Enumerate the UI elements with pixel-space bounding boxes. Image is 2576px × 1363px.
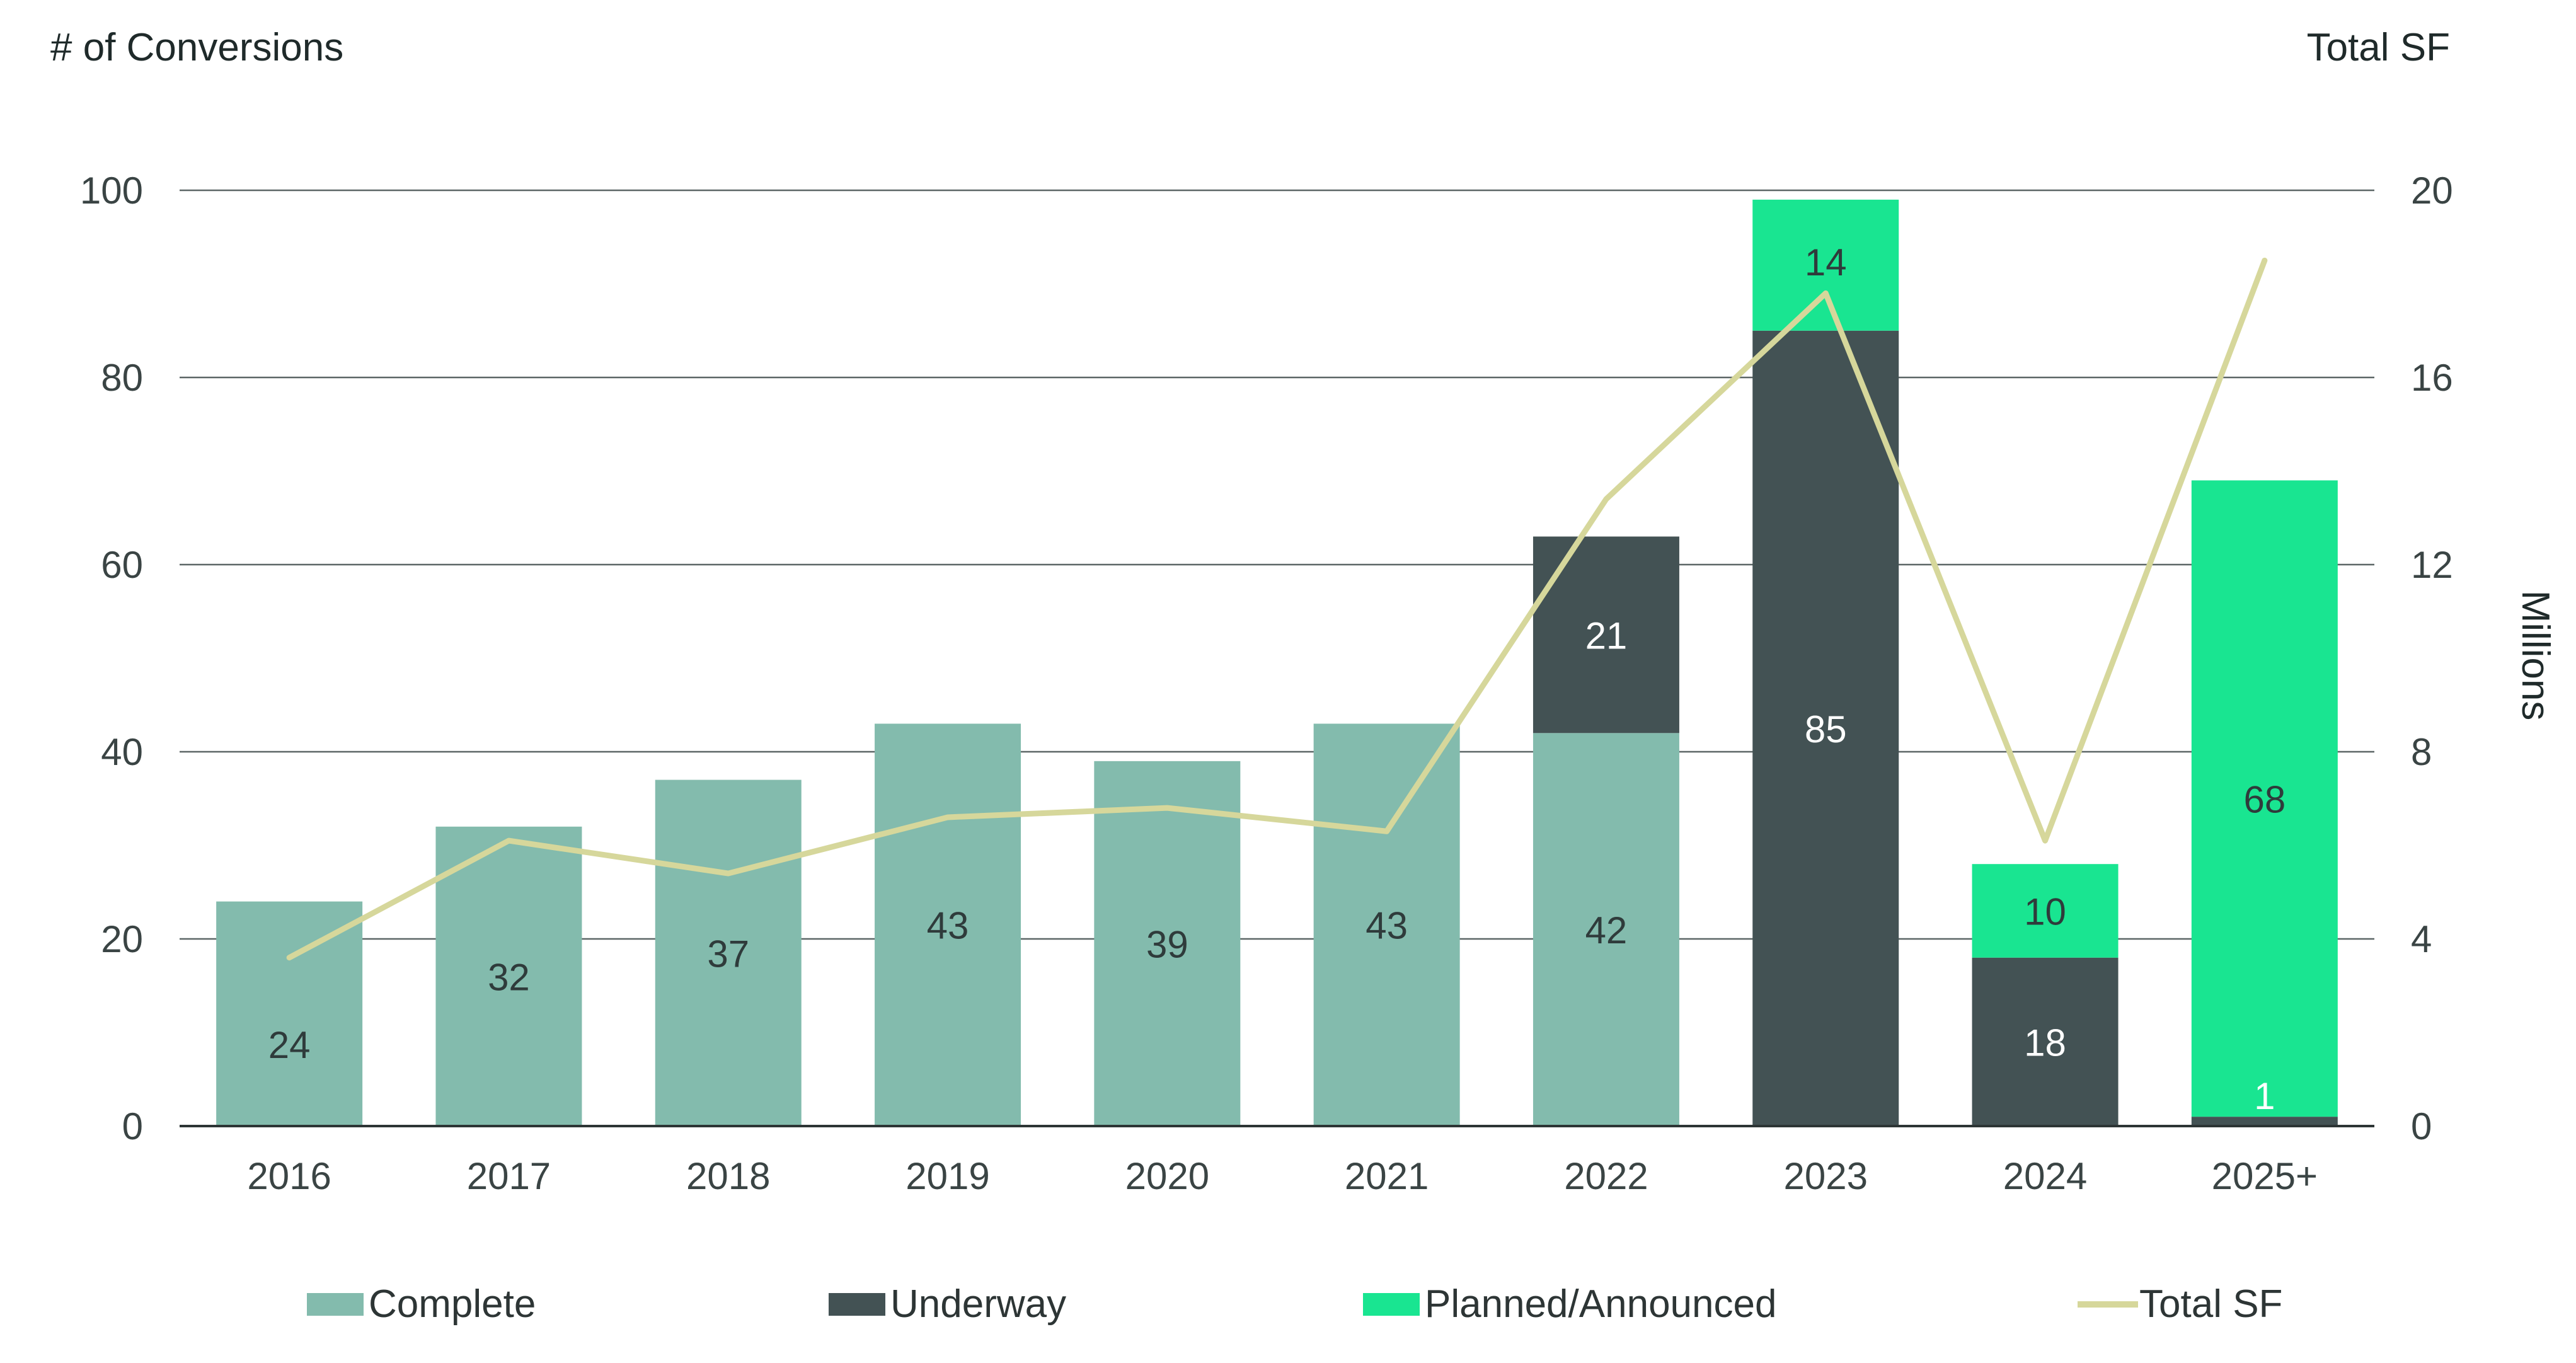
- data-label: 43: [1366, 905, 1408, 947]
- data-label: 43: [927, 905, 969, 947]
- x-tick-label: 2024: [2003, 1155, 2087, 1197]
- x-tick-label: 2019: [906, 1155, 989, 1197]
- bar-complete: [216, 901, 363, 1126]
- y-right-tick-label: 20: [2411, 170, 2453, 212]
- bar-complete: [1094, 761, 1241, 1126]
- data-label: 85: [1805, 708, 1847, 751]
- bars: [216, 199, 2338, 1126]
- x-tick-label: 2022: [1564, 1155, 1648, 1197]
- bar-underway: [2191, 1117, 2338, 1126]
- bar-complete: [1313, 723, 1460, 1126]
- x-tick-label: 2021: [1345, 1155, 1429, 1197]
- data-label: 14: [1805, 241, 1847, 284]
- bar-underway: [1972, 957, 2119, 1126]
- data-label: 39: [1146, 923, 1188, 965]
- x-tick-label: 2018: [686, 1155, 770, 1197]
- bar-planned-announced: [1972, 864, 2119, 958]
- data-label: 10: [2024, 890, 2066, 933]
- data-label: 42: [1585, 909, 1628, 952]
- bar-complete: [875, 723, 1021, 1126]
- total-sf-line-layer: [286, 257, 2268, 961]
- data-label: 1: [2254, 1075, 2275, 1117]
- legend-label-total-sf: Total SF: [2139, 1282, 2282, 1326]
- data-label: 21: [1585, 614, 1628, 657]
- y-left-tick-label: 80: [101, 357, 143, 399]
- y-left-tick-label: 60: [101, 544, 143, 586]
- y-left-tick-label: 40: [101, 731, 143, 773]
- y-left-tick-label: 100: [80, 170, 143, 212]
- bar-complete: [435, 826, 582, 1126]
- data-label: 68: [2243, 778, 2286, 820]
- y-left-tick-label: 20: [101, 918, 143, 960]
- bar-underway: [1752, 330, 1899, 1126]
- x-tick-label: 2016: [247, 1155, 331, 1197]
- bar-planned-announced: [1752, 199, 1899, 331]
- legend-swatch-underway: [829, 1293, 885, 1316]
- data-label: 37: [707, 933, 749, 975]
- y-right-tick-label: 12: [2411, 544, 2453, 586]
- y-right-tick-label: 16: [2411, 357, 2453, 399]
- legend-label-planned-announced: Planned/Announced: [1425, 1282, 1776, 1326]
- y-left-tick-label: 0: [122, 1105, 143, 1147]
- y-right-tick-label: 8: [2411, 731, 2432, 773]
- y-axis-right-unit: Millions: [2514, 590, 2557, 721]
- y-axis-left-title: # of Conversions: [50, 26, 343, 69]
- y-axis-right-title: Total SF: [2307, 26, 2450, 69]
- x-tick-label: 2025+: [2212, 1155, 2318, 1197]
- data-label: 24: [268, 1024, 311, 1066]
- bar-complete: [1532, 733, 1679, 1126]
- data-label: 32: [488, 956, 530, 998]
- legend: Complete Underway Planned/Announced Total S…: [307, 1282, 2282, 1326]
- data-labels: 24 32 37 43 39 43 42 21 85 18 1 14 10 68: [268, 241, 2286, 1117]
- x-tick-label: 2017: [467, 1155, 551, 1197]
- y-right-tick-label: 4: [2411, 918, 2432, 960]
- total-sf-line: [286, 257, 2268, 961]
- y-right-tick-label: 0: [2411, 1105, 2432, 1147]
- legend-label-underway: Underway: [890, 1282, 1066, 1326]
- legend-swatch-planned-announced: [1363, 1293, 1420, 1316]
- axes: 0 0 20 4 40 8 60 12 80 16 100 20 2016 2017 2018 2019 202…: [80, 170, 2453, 1197]
- data-label: 18: [2024, 1021, 2066, 1064]
- legend-label-complete: Complete: [369, 1282, 536, 1326]
- bar-planned-announced: [2191, 480, 2338, 1117]
- bar-complete: [655, 779, 802, 1126]
- x-tick-label: 2020: [1125, 1155, 1209, 1197]
- legend-swatch-complete: [307, 1293, 364, 1316]
- x-tick-label: 2023: [1784, 1155, 1868, 1197]
